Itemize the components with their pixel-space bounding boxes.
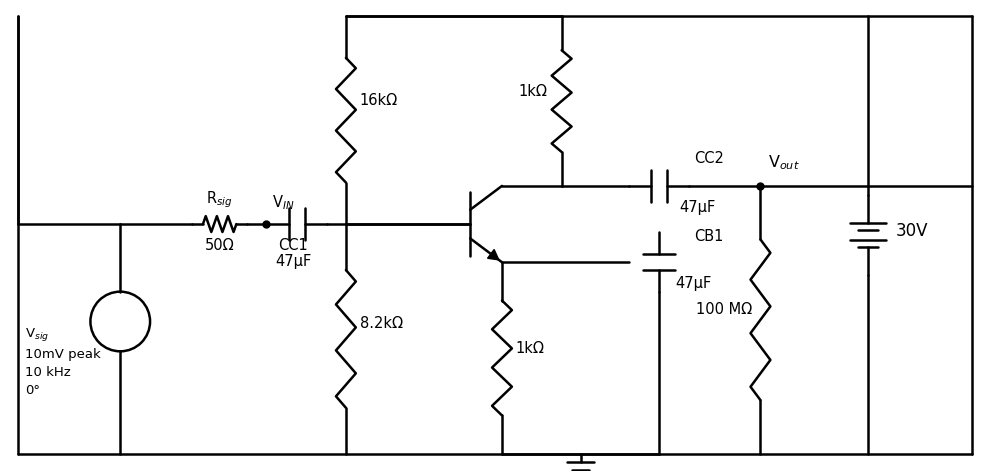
Text: 16kΩ: 16kΩ xyxy=(360,93,398,108)
Polygon shape xyxy=(488,250,499,260)
Text: 47μF: 47μF xyxy=(675,276,712,291)
Text: V$_{IN}$: V$_{IN}$ xyxy=(272,194,295,212)
Text: CC1: CC1 xyxy=(278,238,308,253)
Text: V$_{sig}$
10mV peak
10 kHz
0°: V$_{sig}$ 10mV peak 10 kHz 0° xyxy=(25,327,101,397)
Text: 1kΩ: 1kΩ xyxy=(516,340,545,355)
Text: R$_{sig}$: R$_{sig}$ xyxy=(207,190,233,210)
Text: 47μF: 47μF xyxy=(679,200,716,215)
Text: 50Ω: 50Ω xyxy=(205,238,235,253)
Text: 8.2kΩ: 8.2kΩ xyxy=(360,317,403,331)
Text: 47μF: 47μF xyxy=(275,254,311,269)
Text: V$_{out}$: V$_{out}$ xyxy=(768,153,800,172)
Text: CC2: CC2 xyxy=(694,151,724,166)
Text: 30V: 30V xyxy=(895,222,928,240)
Text: 1kΩ: 1kΩ xyxy=(519,84,548,99)
Text: CB1: CB1 xyxy=(694,229,724,244)
Text: 100 MΩ: 100 MΩ xyxy=(697,303,752,317)
